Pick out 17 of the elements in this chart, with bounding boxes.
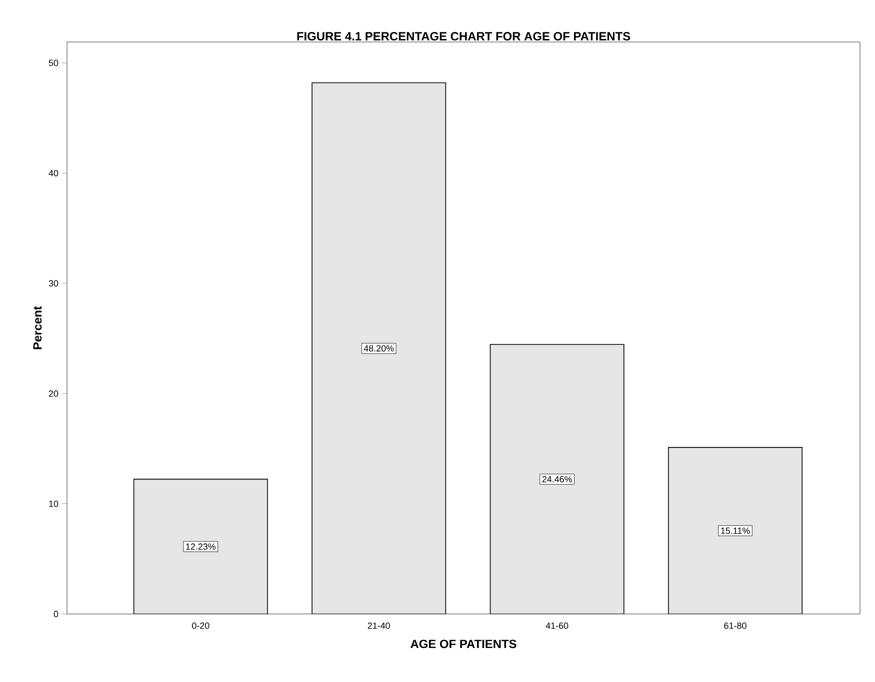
chart-title: FIGURE 4.1 PERCENTAGE CHART FOR AGE OF PATIENTS bbox=[297, 32, 630, 40]
y-tick-label: 40 bbox=[48, 170, 58, 176]
y-tick-label: 30 bbox=[48, 280, 58, 287]
x-tick-label: 0-20 bbox=[192, 622, 210, 629]
y-tick-label: 20 bbox=[48, 390, 58, 397]
data-label: 24.46% bbox=[542, 476, 572, 482]
y-axis-title: Percent bbox=[33, 306, 42, 350]
x-tick-label: 21-40 bbox=[368, 622, 390, 629]
y-tick-label: 10 bbox=[49, 500, 58, 507]
y-tick-label: 0 bbox=[54, 610, 58, 618]
x-tick-label: 61-80 bbox=[724, 622, 746, 629]
data-label: 12.23% bbox=[186, 543, 216, 550]
x-tick-label: 41-60 bbox=[546, 622, 568, 629]
data-label: 15.11% bbox=[721, 528, 750, 534]
x-axis-title: AGE OF PATIENTS bbox=[410, 640, 516, 648]
y-tick-label: 50 bbox=[48, 60, 58, 66]
data-label: 48.20% bbox=[364, 345, 394, 352]
